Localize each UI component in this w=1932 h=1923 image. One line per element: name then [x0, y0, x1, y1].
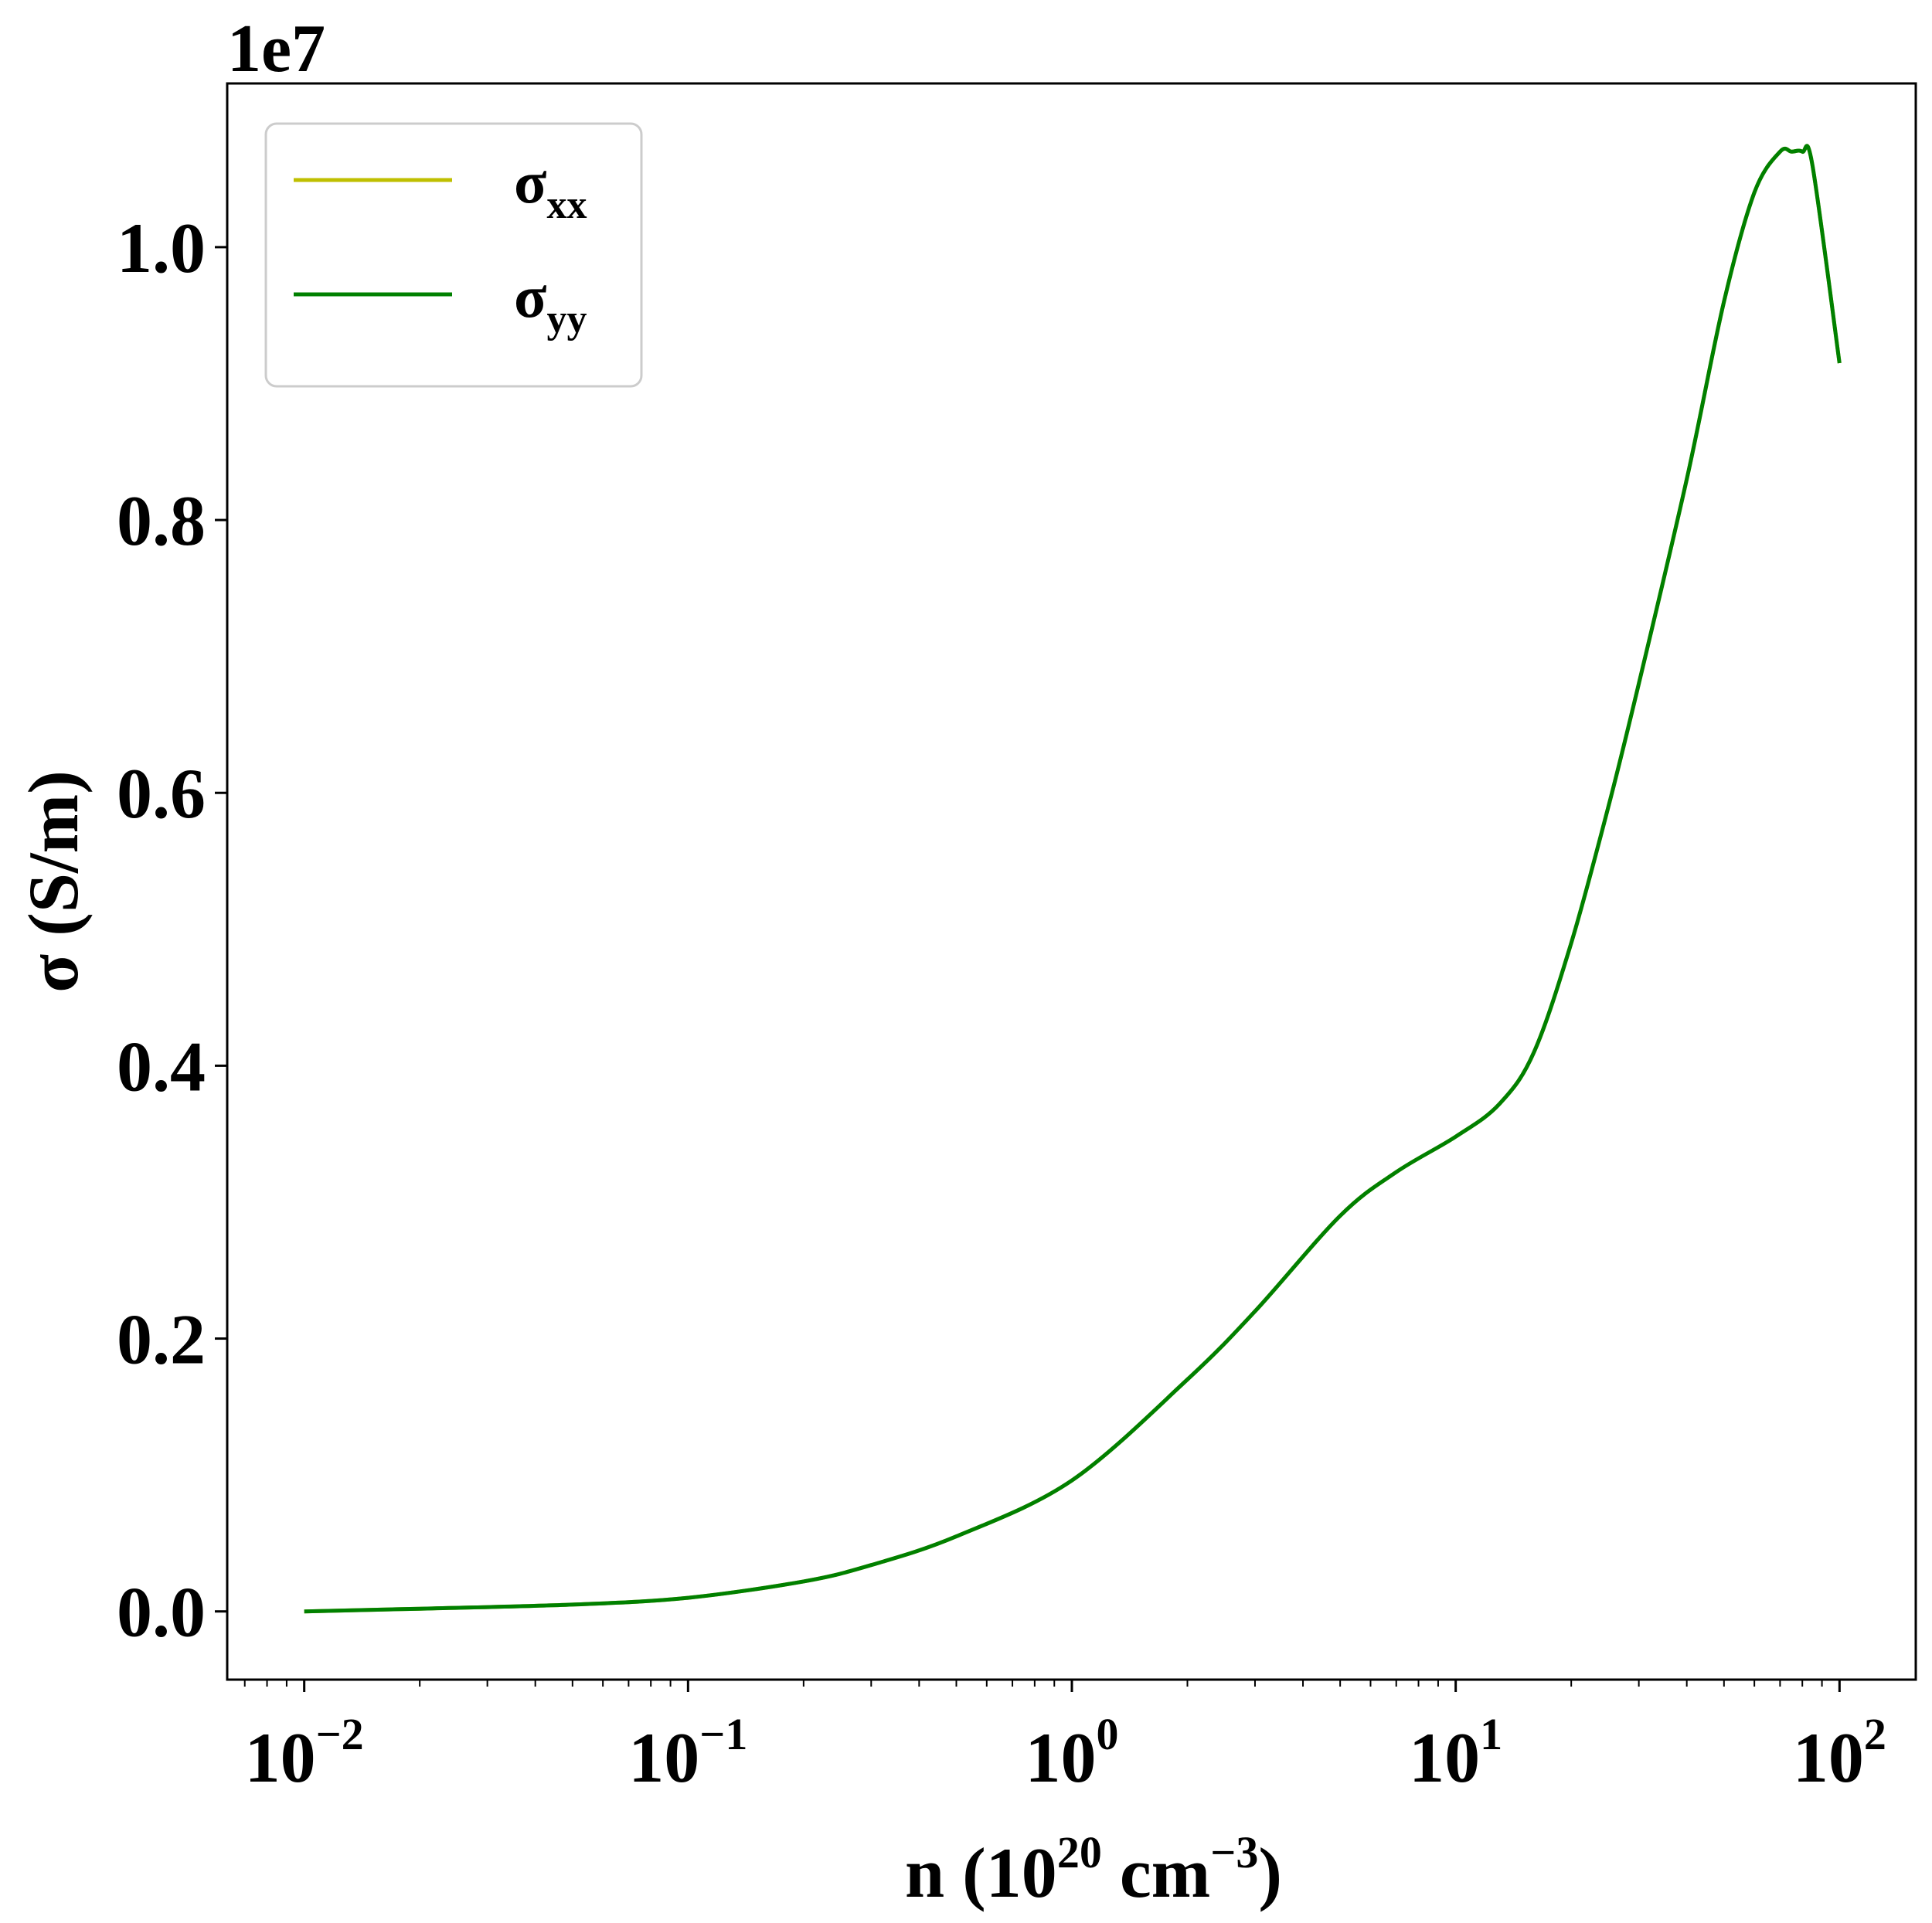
- x-tick-label: 10−2: [245, 1709, 364, 1797]
- y-offset-label: 1e7: [227, 12, 325, 87]
- y-tick-label: 0.2: [117, 1300, 206, 1379]
- y-tick-label: 0.8: [117, 481, 206, 560]
- series-line-sigma-yy: [304, 144, 1842, 1614]
- legend-box: [264, 122, 643, 388]
- legend-label-sigma-yy: σyy: [514, 263, 587, 341]
- y-tick-label: 1.0: [117, 209, 206, 287]
- legend-label-sigma-xx: σxx: [514, 148, 587, 227]
- y-tick-label: 0.0: [117, 1573, 206, 1652]
- y-tick-label: 0.6: [117, 754, 206, 833]
- y-tick-label: 0.4: [117, 1027, 206, 1106]
- series-layer: [304, 144, 1842, 1614]
- x-axis-label: n (1020 cm−3): [905, 1827, 1282, 1912]
- y-axis-label: σ (S/m): [14, 770, 93, 993]
- legend: σxx σyy: [264, 122, 643, 388]
- x-tick-label: 101: [1409, 1709, 1502, 1797]
- x-tick-label: 10−1: [628, 1709, 747, 1797]
- x-tick-label: 102: [1793, 1709, 1886, 1797]
- x-axis-ticks: 10−2 10−1 100 101 102: [243, 1680, 1886, 1797]
- y-axis-ticks: 0.0 0.2 0.4 0.6 0.8 1.0: [117, 209, 227, 1652]
- x-tick-label: 100: [1025, 1709, 1118, 1797]
